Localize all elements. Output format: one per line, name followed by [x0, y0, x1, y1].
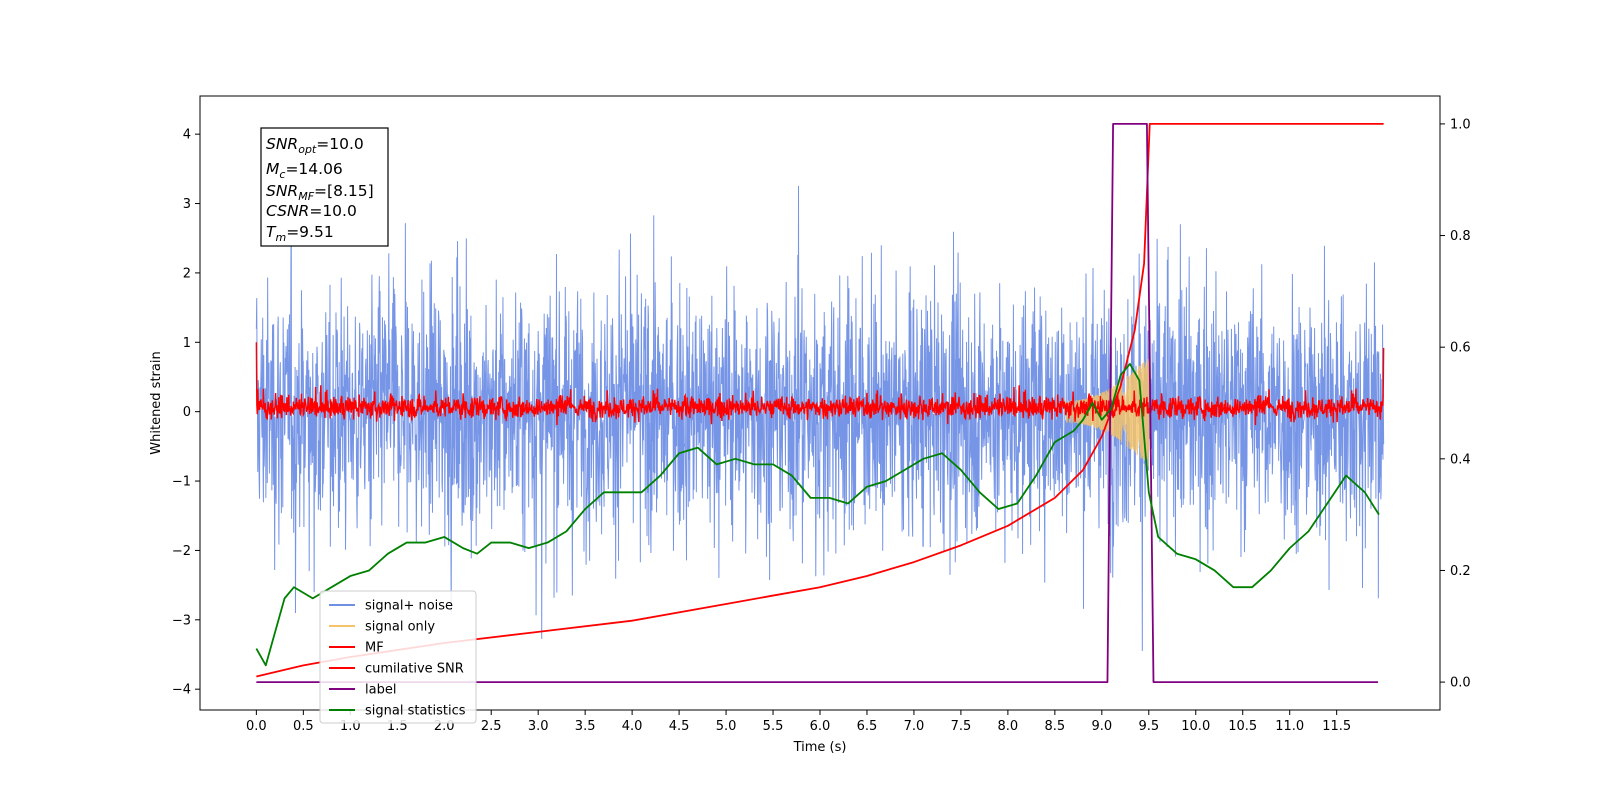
x-tick-label: 6.0 — [810, 719, 831, 734]
y2-tick-label: 1.0 — [1450, 117, 1471, 132]
x-tick-label: 2.5 — [481, 719, 502, 734]
x-tick-label: 8.5 — [1045, 719, 1066, 734]
series-label — [256, 123, 1378, 683]
annotation-box: SNRopt=10.0 Mc=14.06 SNRMF=[8.15] CSNR=1… — [260, 127, 389, 247]
series-mf — [255, 342, 1385, 426]
y2-tick-label: 0.6 — [1450, 341, 1471, 356]
legend-label: signal only — [365, 620, 435, 635]
y-axis-ticks: −4 −3 −2 −1 0 1 2 3 4 — [172, 128, 200, 698]
x-tick-label: 5.0 — [716, 719, 737, 734]
y-tick-label: −4 — [172, 683, 191, 698]
x-tick-label: 11.0 — [1275, 719, 1304, 734]
x-tick-label: 3.0 — [528, 719, 549, 734]
y-tick-label: 0 — [183, 405, 191, 420]
legend-label: signal+ noise — [365, 599, 453, 614]
y-tick-label: −1 — [172, 475, 191, 490]
legend-label: MF — [365, 641, 384, 656]
x-tick-label: 0.0 — [246, 719, 267, 734]
legend-label: label — [365, 683, 396, 698]
x-tick-label: 9.0 — [1091, 719, 1112, 734]
x-tick-label: 10.0 — [1181, 719, 1210, 734]
x-tick-label: 4.5 — [669, 719, 690, 734]
annotation-frame — [260, 127, 389, 247]
annotation-snr-opt: SNRopt=10.0 — [266, 135, 364, 156]
series-signal-statistics — [255, 363, 1380, 667]
legend-frame — [319, 590, 477, 724]
annotation-tm: Tm=9.51 — [266, 223, 334, 244]
x-tick-label: 0.5 — [293, 719, 314, 734]
annotation-snr-mf: SNRMF=[8.15] — [266, 182, 374, 203]
y-tick-label: 4 — [183, 128, 191, 143]
legend: signal+ noise signal only MF cumilative SNR… — [319, 590, 477, 724]
y2-tick-label: 0.4 — [1450, 452, 1471, 467]
x-tick-label: 10.5 — [1228, 719, 1257, 734]
y-tick-label: −3 — [172, 613, 191, 628]
legend-label: signal statistics — [365, 704, 466, 719]
y2-tick-label: 0.8 — [1450, 229, 1471, 244]
x-tick-label: 7.5 — [951, 719, 972, 734]
x-tick-label: 3.5 — [575, 719, 596, 734]
y-tick-label: 3 — [183, 197, 191, 212]
x-tick-label: 6.5 — [857, 719, 878, 734]
x-tick-label: 8.0 — [998, 719, 1019, 734]
y2-tick-label: 0.2 — [1450, 564, 1471, 579]
x-tick-label: 9.5 — [1138, 719, 1159, 734]
annotation-mc: Mc=14.06 — [266, 160, 343, 181]
legend-label: cumilative SNR — [365, 662, 464, 677]
y-tick-label: 2 — [183, 266, 191, 281]
x-tick-label: 7.0 — [904, 719, 925, 734]
y2-axis-ticks: 0.0 0.2 0.4 0.6 0.8 1.0 — [1440, 117, 1471, 691]
y-axis-label: Whitened strain — [149, 351, 164, 454]
y2-tick-label: 0.0 — [1450, 676, 1471, 691]
x-tick-label: 4.0 — [622, 719, 643, 734]
annotation-csnr: CSNR=10.0 — [266, 202, 357, 220]
y-tick-label: −2 — [172, 544, 191, 559]
x-axis-label: Time (s) — [793, 740, 847, 755]
x-tick-label: 5.5 — [763, 719, 784, 734]
x-tick-label: 11.5 — [1322, 719, 1351, 734]
y-tick-label: 1 — [183, 336, 191, 351]
